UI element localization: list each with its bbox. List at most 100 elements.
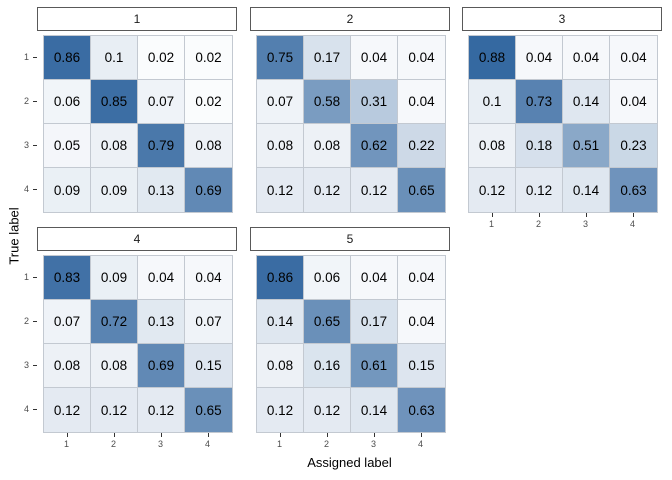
matrix-cell: 0.18 xyxy=(516,124,563,168)
facet-strip: 4 xyxy=(37,227,237,251)
matrix-cell: 0.04 xyxy=(563,36,610,80)
y-tick-label: 1 xyxy=(23,272,29,282)
matrix-cell: 0.17 xyxy=(304,36,351,80)
matrix-cell: 0.88 xyxy=(469,36,516,80)
facet-strip: 1 xyxy=(37,7,237,31)
x-tick-mark xyxy=(279,433,281,437)
matrix-cell: 0.1 xyxy=(469,80,516,124)
facet-matrix: 0.86 0.06 0.04 0.04 0.14 0.65 0.17 0.04 0.08 0.16… xyxy=(256,255,446,433)
matrix-cell: 0.09 xyxy=(91,168,138,212)
matrix-cell: 0.65 xyxy=(398,168,445,212)
matrix-cell: 0.04 xyxy=(398,36,445,80)
matrix-cell: 0.14 xyxy=(257,300,304,344)
matrix-cell: 0.08 xyxy=(257,124,304,168)
matrix-cell: 0.07 xyxy=(138,80,185,124)
matrix-cell: 0.79 xyxy=(138,124,185,168)
matrix-cell: 0.51 xyxy=(563,124,610,168)
y-tick-mark xyxy=(33,365,37,366)
y-tick-label: 2 xyxy=(23,96,29,106)
matrix-cell: 0.69 xyxy=(138,344,185,388)
matrix-cell: 0.08 xyxy=(185,124,232,168)
matrix-cell: 0.08 xyxy=(91,344,138,388)
matrix-cell: 0.12 xyxy=(91,388,138,432)
matrix-cell: 0.07 xyxy=(185,300,232,344)
matrix-cell: 0.08 xyxy=(469,124,516,168)
matrix-cell: 0.04 xyxy=(610,80,657,124)
matrix-cell: 0.85 xyxy=(91,80,138,124)
matrix-cell: 0.15 xyxy=(185,344,232,388)
y-tick-mark xyxy=(33,321,37,322)
matrix-cell: 0.09 xyxy=(44,168,91,212)
matrix-cell: 0.08 xyxy=(304,124,351,168)
matrix-cell: 0.22 xyxy=(398,124,445,168)
y-tick-label: 3 xyxy=(23,360,29,370)
x-tick-label: 3 xyxy=(370,439,376,449)
matrix-cell: 0.04 xyxy=(516,36,563,80)
matrix-cell: 0.65 xyxy=(185,388,232,432)
x-tick-label: 1 xyxy=(276,439,282,449)
matrix-cell: 0.63 xyxy=(398,388,445,432)
facet-matrix: 0.83 0.09 0.04 0.04 0.07 0.72 0.13 0.07 0.08 0.08… xyxy=(43,255,233,433)
matrix-cell: 0.14 xyxy=(563,168,610,212)
matrix-cell: 0.61 xyxy=(351,344,398,388)
matrix-cell: 0.12 xyxy=(304,388,351,432)
y-axis-title: True label xyxy=(6,207,22,265)
matrix-cell: 0.12 xyxy=(138,388,185,432)
x-tick-mark xyxy=(207,433,209,437)
matrix-cell: 0.83 xyxy=(44,256,91,300)
facet-matrix: 0.75 0.17 0.04 0.04 0.07 0.58 0.31 0.04 0.08 0.08… xyxy=(256,35,446,213)
matrix-cell: 0.04 xyxy=(138,256,185,300)
matrix-cell: 0.12 xyxy=(257,168,304,212)
y-tick-label: 4 xyxy=(23,184,29,194)
matrix-cell: 0.86 xyxy=(44,36,91,80)
matrix-cell: 0.12 xyxy=(257,388,304,432)
y-tick-label: 1 xyxy=(23,52,29,62)
x-tick-mark xyxy=(632,213,634,217)
x-tick-mark xyxy=(373,433,375,437)
matrix-cell: 0.04 xyxy=(610,36,657,80)
y-tick-mark xyxy=(33,145,37,146)
x-tick-label: 4 xyxy=(417,439,423,449)
x-tick-label: 2 xyxy=(110,439,116,449)
matrix-cell: 0.12 xyxy=(516,168,563,212)
x-tick-label: 1 xyxy=(488,219,494,229)
matrix-cell: 0.04 xyxy=(398,300,445,344)
x-tick-label: 1 xyxy=(63,439,69,449)
y-tick-mark xyxy=(33,57,37,58)
matrix-cell: 0.1 xyxy=(91,36,138,80)
facet-matrix: 0.88 0.04 0.04 0.04 0.1 0.73 0.14 0.04 0.08 0.18 0… xyxy=(468,35,658,213)
x-axis-title: Assigned label xyxy=(307,455,392,470)
x-tick-label: 2 xyxy=(535,219,541,229)
facet-strip: 2 xyxy=(250,7,450,31)
matrix-cell: 0.86 xyxy=(257,256,304,300)
matrix-cell: 0.08 xyxy=(257,344,304,388)
matrix-cell: 0.04 xyxy=(185,256,232,300)
x-tick-mark xyxy=(326,433,328,437)
x-tick-mark xyxy=(538,213,540,217)
matrix-cell: 0.73 xyxy=(516,80,563,124)
matrix-cell: 0.07 xyxy=(44,300,91,344)
y-tick-label: 3 xyxy=(23,140,29,150)
facet-matrix: 0.86 0.1 0.02 0.02 0.06 0.85 0.07 0.02 0.05 0.08 0… xyxy=(43,35,233,213)
matrix-cell: 0.16 xyxy=(304,344,351,388)
matrix-cell: 0.06 xyxy=(44,80,91,124)
matrix-cell: 0.17 xyxy=(351,300,398,344)
matrix-cell: 0.12 xyxy=(304,168,351,212)
matrix-cell: 0.75 xyxy=(257,36,304,80)
matrix-cell: 0.58 xyxy=(304,80,351,124)
matrix-cell: 0.04 xyxy=(351,36,398,80)
matrix-cell: 0.15 xyxy=(398,344,445,388)
matrix-cell: 0.09 xyxy=(91,256,138,300)
matrix-cell: 0.14 xyxy=(563,80,610,124)
x-tick-label: 2 xyxy=(323,439,329,449)
y-tick-mark xyxy=(33,409,37,410)
matrix-cell: 0.13 xyxy=(138,168,185,212)
x-tick-mark xyxy=(491,213,493,217)
facet-strip: 5 xyxy=(250,227,450,251)
x-tick-mark xyxy=(113,433,115,437)
y-tick-mark xyxy=(33,189,37,190)
matrix-cell: 0.08 xyxy=(91,124,138,168)
x-tick-label: 3 xyxy=(157,439,163,449)
facet-strip: 3 xyxy=(462,7,662,31)
